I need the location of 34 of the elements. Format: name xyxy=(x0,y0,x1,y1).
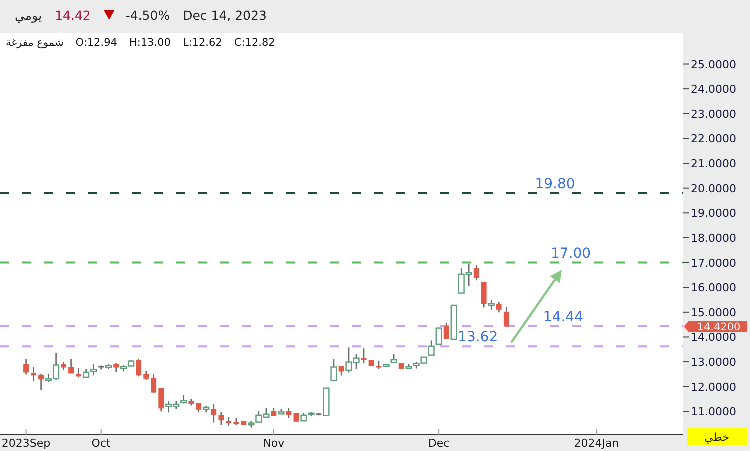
y-tick-label: 24.0000 xyxy=(691,83,736,96)
scale-button: خطي xyxy=(687,428,747,445)
x-tick-label: Dec xyxy=(428,437,450,450)
ref-line-label: 14.44 xyxy=(543,309,584,326)
annotation: L:12.62 xyxy=(182,37,222,49)
x-tick-label: 2023Sep xyxy=(2,437,51,450)
y-tick-label: 16.0000 xyxy=(691,282,736,295)
annotation: C:12.82 xyxy=(234,37,276,49)
y-tick-label: 23.0000 xyxy=(691,108,736,121)
annotation: H:13.00 xyxy=(129,37,171,49)
y-tick-label: 25.0000 xyxy=(691,58,736,72)
text: يومي xyxy=(15,8,43,24)
text: -4.50% xyxy=(126,8,170,23)
x-tick-label: Nov xyxy=(263,437,286,450)
x-tick-label: 2024Jan xyxy=(574,437,620,450)
y-tick-label: 15.0000 xyxy=(691,306,736,320)
y-tick-label: 19.0000 xyxy=(691,207,736,220)
y-tick-label: 11.0000 xyxy=(691,406,736,419)
annotation: O:12.94 xyxy=(76,37,118,49)
x-tick-label: Oct xyxy=(92,437,112,450)
annotation: شموع مفرغة xyxy=(6,37,64,49)
y-tick-label: 22.0000 xyxy=(691,132,736,146)
ref-line-label: 13.62 xyxy=(458,330,498,346)
y-tick-label: 12.0000 xyxy=(691,380,736,394)
y-tick-label: 17.0000 xyxy=(691,256,736,270)
text: Dec 14, 2023 xyxy=(183,8,267,23)
y-tick-label: 21.0000 xyxy=(691,158,736,171)
y-tick-label: 14.0000 xyxy=(691,331,736,344)
ref-line-label: 19.80 xyxy=(535,176,576,192)
y-tick-label: 13.0000 xyxy=(691,356,736,370)
ref-line-label: 17.00 xyxy=(550,246,592,262)
y-tick-label: 18.0000 xyxy=(691,232,736,245)
text: 14.42 xyxy=(55,8,91,23)
y-tick-label: 20.0000 xyxy=(691,182,736,196)
